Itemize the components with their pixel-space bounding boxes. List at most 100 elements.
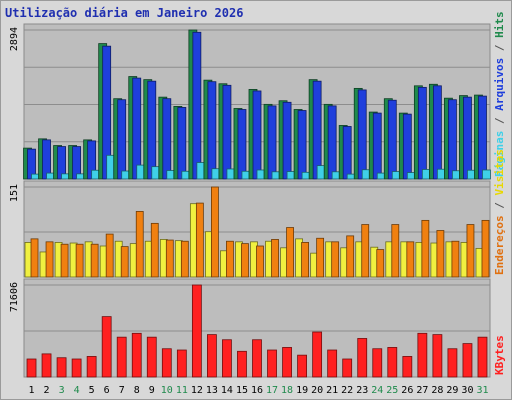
x-tick-label-day-22: 22 (341, 385, 353, 396)
x-tick-label-day-13: 13 (206, 385, 218, 396)
bar-arquivos-day-7 (117, 99, 127, 180)
bar-arquivos-day-19 (297, 110, 307, 180)
bar-endereços-day-6 (105, 233, 114, 278)
bar-endereços-day-24 (376, 249, 385, 278)
bar-endereços-day-31 (481, 219, 490, 278)
bar-arquivos-day-15 (237, 109, 247, 180)
bar-arquivos-day-29 (448, 99, 457, 180)
bar-kbytes-day-3 (56, 357, 67, 378)
bar-endereços-day-22 (346, 235, 355, 278)
bar-endereços-day-3 (60, 243, 69, 278)
bar-kbytes-day-1 (26, 358, 37, 378)
bar-arquivos-day-26 (402, 113, 412, 180)
panel-middle-legend: Endereços / Visitas (493, 149, 506, 275)
x-tick-label-day-26: 26 (401, 385, 413, 396)
x-tick-label-day-8: 8 (134, 385, 140, 396)
bar-páginas-day-31 (482, 169, 491, 180)
x-tick-label-day-25: 25 (386, 385, 398, 396)
bar-kbytes-day-14 (222, 339, 232, 378)
bar-kbytes-day-16 (252, 339, 262, 378)
bar-arquivos-day-20 (312, 80, 322, 180)
x-tick-label-day-2: 2 (44, 385, 50, 396)
bar-arquivos-day-10 (162, 98, 172, 180)
x-tick-label-day-20: 20 (311, 385, 323, 396)
x-tick-label-day-5: 5 (89, 385, 95, 396)
bar-kbytes-day-2 (41, 353, 52, 378)
bar-kbytes-day-8 (131, 332, 142, 378)
bar-kbytes-day-22 (342, 358, 353, 378)
bar-endereços-day-4 (75, 243, 84, 278)
panel-bottom-ymax-label: 71606 (9, 282, 20, 312)
panel-middle-ymax-label: 151 (9, 184, 20, 202)
bar-kbytes-day-17 (267, 349, 277, 378)
bar-kbytes-day-19 (297, 354, 307, 378)
bar-kbytes-day-18 (282, 347, 292, 378)
bar-kbytes-day-25 (387, 347, 398, 378)
bar-kbytes-day-27 (417, 332, 428, 378)
x-tick-label-day-29: 29 (446, 385, 458, 396)
bar-endereços-day-14 (226, 240, 234, 278)
bar-arquivos-day-11 (177, 107, 187, 180)
x-axis-labels: 1 2 3 4 5 6 7 8 9 10 11 12 13 14 15 16 17 18 19 20 21 22 23 24 2… (29, 385, 489, 396)
x-tick-label-day-3: 3 (59, 385, 65, 396)
bar-kbytes-day-5 (86, 356, 97, 378)
x-tick-label-day-4: 4 (74, 385, 80, 396)
x-tick-label-day-7: 7 (119, 385, 125, 396)
bar-endereços-day-9 (150, 222, 159, 278)
panel-bottom: 71606 KBytes (9, 278, 506, 378)
x-tick-label-day-31: 31 (476, 385, 488, 396)
bar-arquivos-day-18 (282, 101, 292, 180)
bar-kbytes-day-4 (71, 358, 82, 378)
bar-endereços-day-23 (361, 224, 370, 278)
x-tick-label-day-18: 18 (281, 385, 293, 396)
bar-endereços-day-26 (406, 241, 415, 278)
bar-endereços-day-1 (30, 238, 39, 278)
panel-top-ymax-label: 2894 (9, 27, 20, 51)
bar-endereços-day-21 (331, 241, 340, 278)
bar-endereços-day-8 (135, 211, 144, 278)
x-tick-label-day-21: 21 (326, 385, 338, 396)
bar-endereços-day-19 (301, 242, 309, 278)
bar-arquivos-day-8 (132, 77, 142, 180)
bar-arquivos-day-25 (387, 99, 397, 180)
bar-arquivos-day-12 (192, 31, 202, 180)
x-tick-label-day-10: 10 (161, 385, 173, 396)
x-tick-label-day-12: 12 (191, 385, 203, 396)
panel-bottom-legend: KBytes (493, 335, 506, 375)
bar-arquivos-day-14 (222, 84, 232, 180)
legend-entry-endereços: Endereços (493, 215, 506, 275)
bar-kbytes-day-20 (312, 331, 323, 378)
bar-endereços-day-7 (120, 246, 129, 278)
bar-kbytes-day-13 (207, 334, 217, 378)
x-tick-label-day-11: 11 (176, 385, 188, 396)
bar-arquivos-day-23 (357, 89, 367, 180)
x-tick-label-day-9: 9 (149, 385, 155, 396)
x-tick-label-day-6: 6 (104, 385, 110, 396)
bar-arquivos-day-21 (327, 105, 337, 180)
bar-kbytes-day-31 (477, 336, 488, 378)
x-tick-label-day-30: 30 (461, 385, 473, 396)
panel-top-legend: Páginas / Arquivos / Hits (493, 11, 506, 177)
bar-endereços-day-11 (180, 240, 189, 278)
bar-endereços-day-10 (165, 239, 174, 278)
bar-arquivos-day-28 (432, 85, 442, 180)
bar-kbytes-day-23 (357, 338, 368, 378)
bar-kbytes-day-12 (191, 284, 202, 378)
bar-endereços-day-5 (90, 243, 99, 278)
bar-kbytes-day-28 (432, 334, 443, 378)
bar-kbytes-day-30 (462, 343, 473, 378)
bar-kbytes-day-15 (237, 350, 247, 378)
legend-entry-arquivos: Arquivos (493, 58, 506, 111)
x-tick-label-day-15: 15 (236, 385, 248, 396)
bar-endereços-day-20 (316, 237, 325, 278)
x-tick-label-day-24: 24 (371, 385, 383, 396)
bar-arquivos-day-16 (252, 90, 262, 180)
bar-endereços-day-18 (286, 227, 294, 278)
legend-entry-visitas: Visitas (493, 149, 506, 195)
x-tick-label-day-27: 27 (416, 385, 428, 396)
bar-endereços-day-28 (436, 230, 445, 278)
legend-entry-páginas: Páginas (493, 131, 506, 177)
x-tick-label-day-1: 1 (29, 385, 35, 396)
bar-kbytes-day-21 (327, 349, 338, 378)
